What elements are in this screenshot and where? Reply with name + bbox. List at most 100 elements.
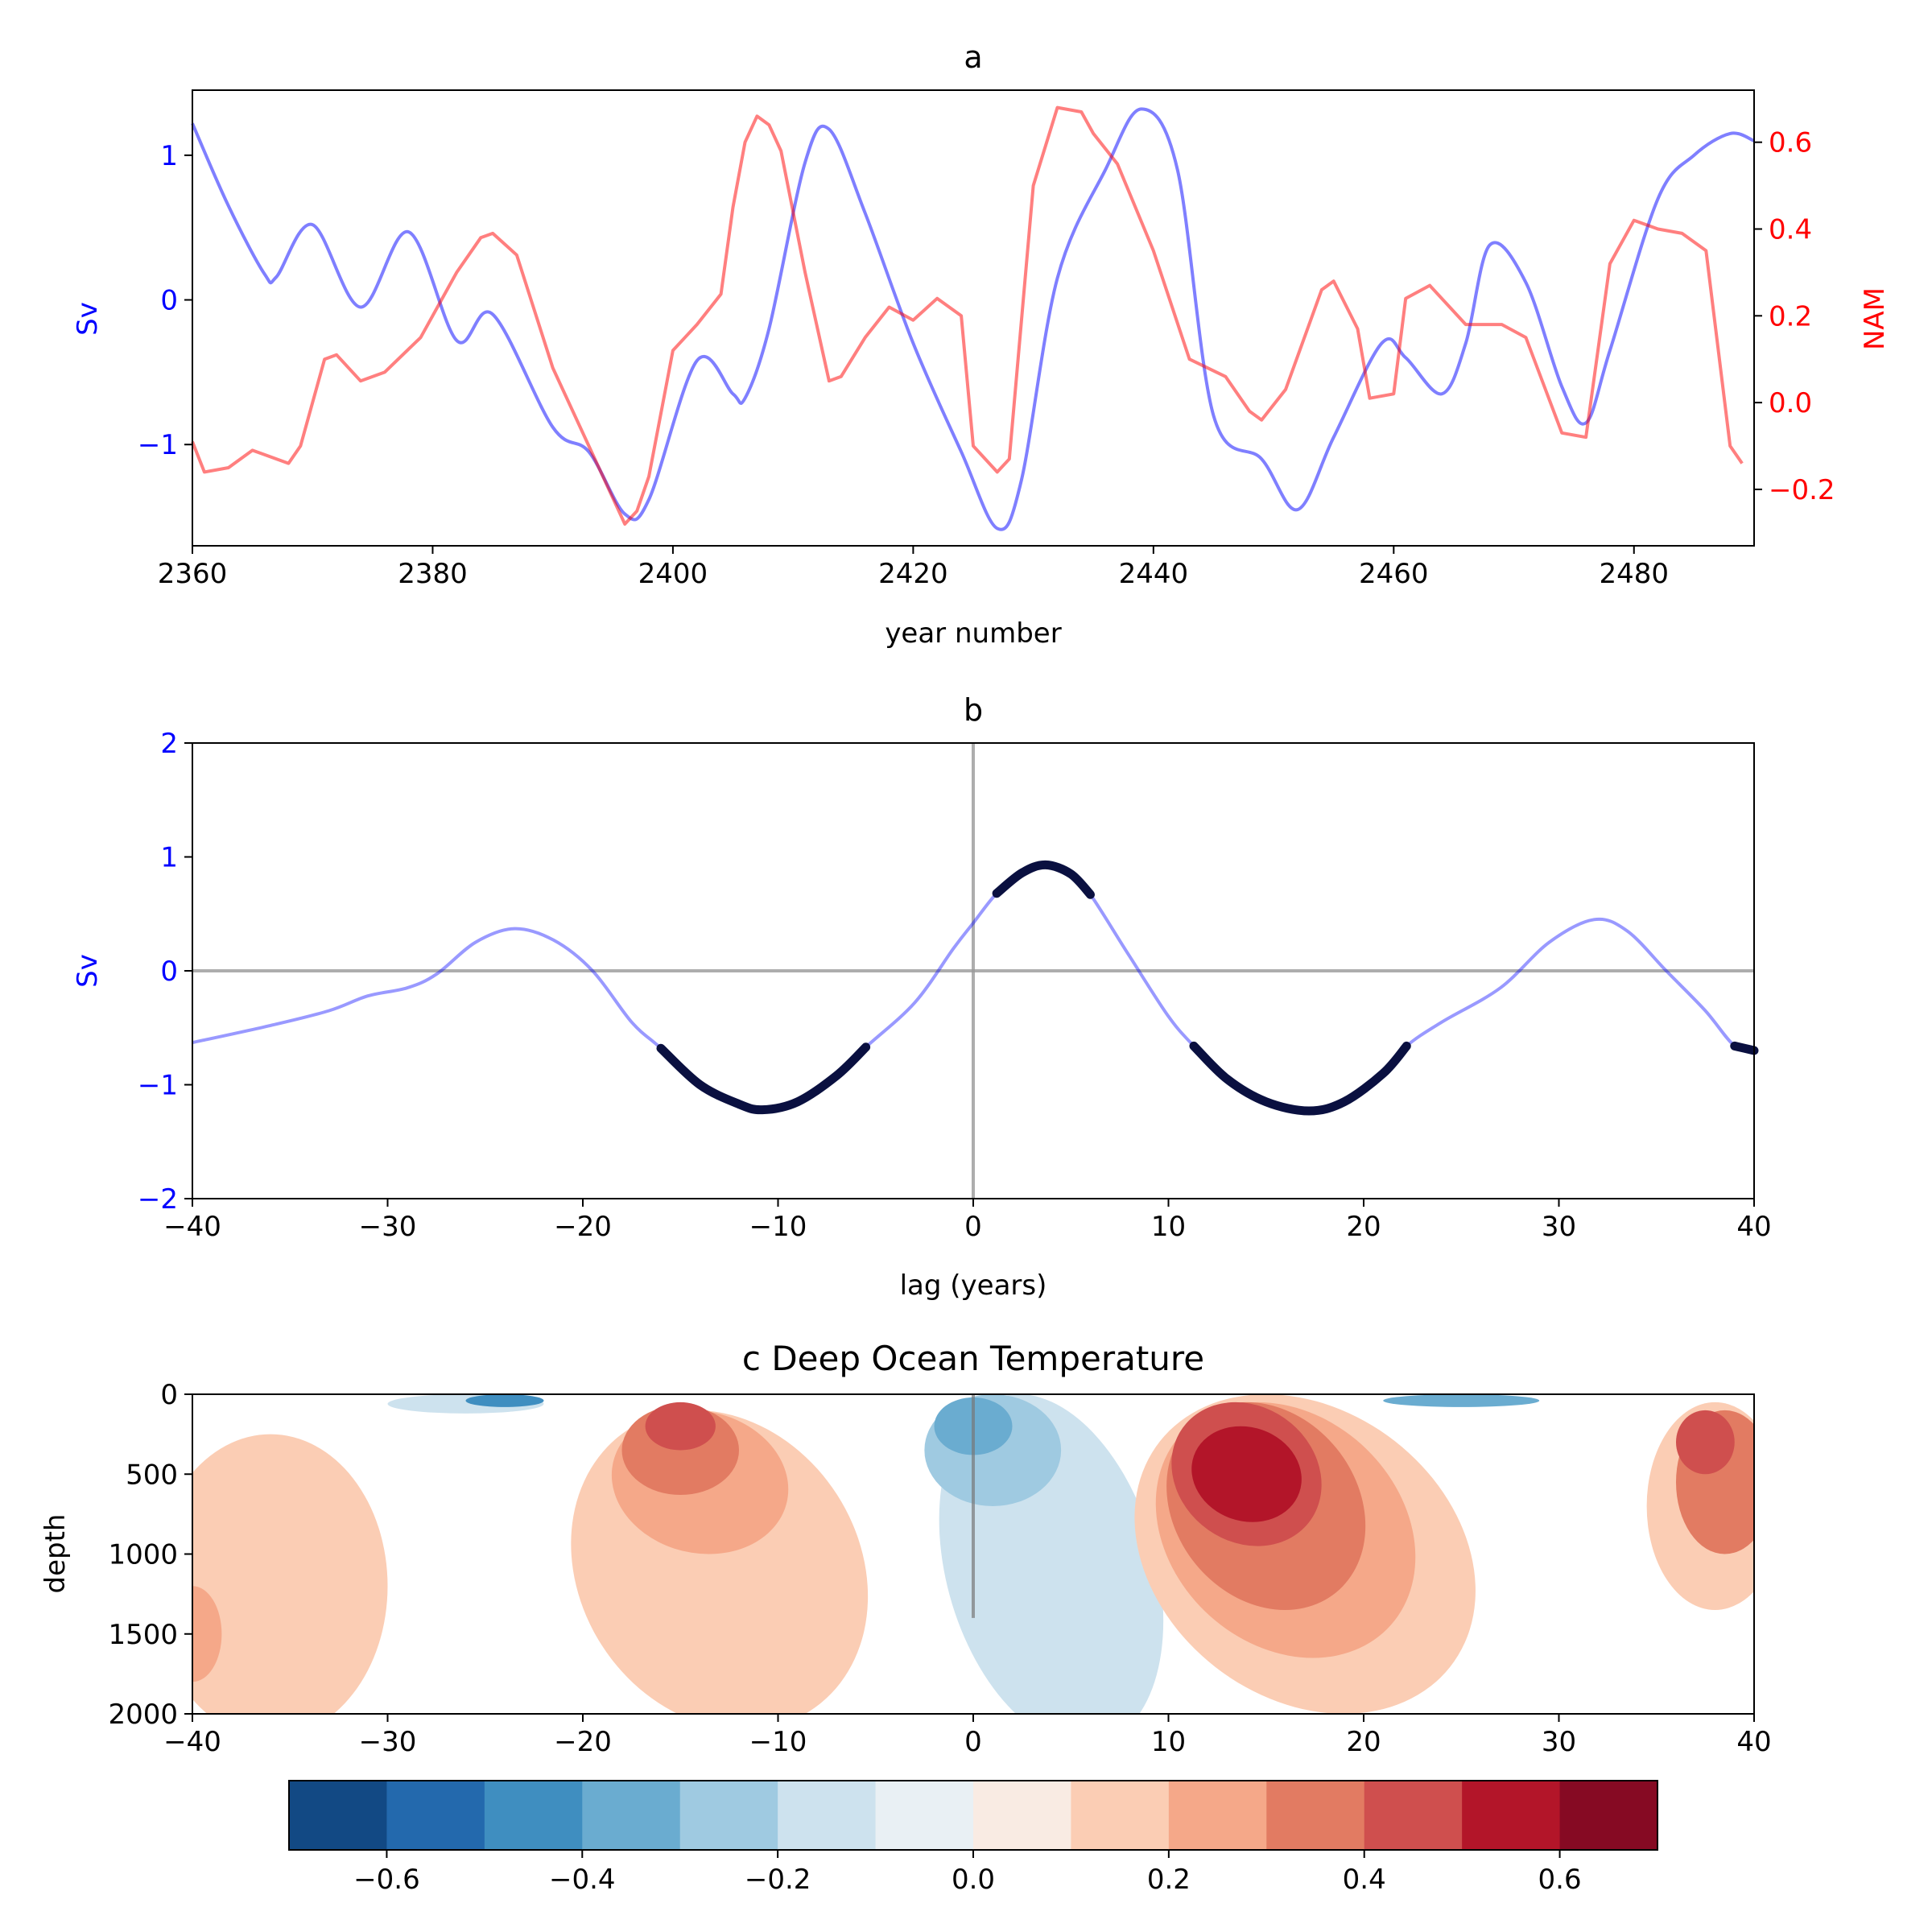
x-tick-label: 2460 <box>1359 558 1429 590</box>
colorbar-swatch <box>289 1781 387 1850</box>
y-tick-label-right: 0.4 <box>1769 213 1812 246</box>
panel-b-x-label: lag (years) <box>900 1269 1047 1302</box>
colorbar-swatch <box>973 1781 1071 1850</box>
colorbar-tick-label: 0.2 <box>1147 1864 1191 1896</box>
x-tick-label: 20 <box>1346 1211 1381 1243</box>
panel-a-frame <box>192 89 1755 547</box>
x-tick-label: −10 <box>749 1726 807 1758</box>
warm-anomaly <box>1191 1426 1302 1522</box>
y-tick-label-right: −0.2 <box>1769 474 1835 506</box>
panel-a-y-label-right: NAM <box>1859 287 1891 350</box>
cold-anomaly <box>1383 1394 1540 1407</box>
y-tick-label-right: 0.0 <box>1769 387 1812 419</box>
panel-b-y-ticks: −2 −1 0 1 2 <box>138 728 192 1216</box>
x-tick-label: −40 <box>163 1726 221 1758</box>
panel-c-y-label: depth <box>39 1514 72 1594</box>
panel-c: c Deep Ocean Temperature −40 −30 −20 −10 0 10… <box>39 1339 1772 1896</box>
cold-anomaly <box>465 1394 544 1407</box>
panel-c-y-ticks: 0 500 1000 1500 2000 <box>108 1379 192 1731</box>
x-tick-label: −20 <box>554 1726 612 1758</box>
colorbar-swatch <box>1266 1781 1365 1850</box>
panel-a-y-ticks-right: −0.2 0.0 0.2 0.4 0.6 <box>1754 127 1835 506</box>
panel-a: a 2360 2380 2400 2420 2440 2460 2480 −1 0 1 −0.2… <box>72 39 1891 650</box>
series-nam-line <box>191 105 1744 526</box>
y-tick-label-left: 1 <box>160 140 178 172</box>
panel-b-plot-area <box>192 743 1759 1199</box>
panel-a-title: a <box>964 39 982 75</box>
panel-b-y-label: Sv <box>72 954 104 988</box>
y-tick-label: 1 <box>160 842 178 874</box>
y-tick-label: 500 <box>126 1459 178 1491</box>
colorbar-swatch <box>1462 1781 1561 1850</box>
colorbar-swatch <box>679 1781 778 1850</box>
x-tick-label: 2380 <box>398 558 468 590</box>
x-tick-label: −30 <box>359 1726 417 1758</box>
colorbar-swatch <box>778 1781 877 1850</box>
panel-a-y-label-left: Sv <box>72 302 104 336</box>
y-tick-label: −2 <box>138 1183 178 1216</box>
x-tick-label: 0 <box>964 1726 982 1758</box>
warm-anomaly <box>192 1586 222 1682</box>
y-tick-label: 2 <box>160 728 178 760</box>
y-tick-label: 2000 <box>108 1699 178 1731</box>
panel-b-x-ticks: −40 −30 −20 −10 0 10 20 30 40 <box>163 1199 1772 1243</box>
y-tick-label: 0 <box>160 1379 178 1411</box>
x-tick-label: 10 <box>1151 1726 1186 1758</box>
x-tick-label: −40 <box>163 1211 221 1243</box>
panel-a-y-ticks-left: −1 0 1 <box>138 140 192 461</box>
panel-b-title: b <box>964 692 983 728</box>
y-tick-label-right: 0.6 <box>1769 127 1812 159</box>
x-tick-label: 40 <box>1736 1726 1771 1758</box>
colorbar-ticks: −0.6 −0.4 −0.2 0.0 0.2 0.4 0.6 <box>353 1850 1582 1896</box>
significant-segment <box>1730 1041 1759 1055</box>
colorbar-swatch <box>1559 1781 1658 1850</box>
colorbar-tick-label: 0.0 <box>952 1864 995 1896</box>
x-tick-label: −30 <box>359 1211 417 1243</box>
colorbar-swatch <box>386 1781 485 1850</box>
colorbar-tick-label: 0.6 <box>1538 1864 1582 1896</box>
x-tick-label: 0 <box>964 1211 982 1243</box>
colorbar-swatch <box>1168 1781 1267 1850</box>
series-sv-line <box>191 107 1755 531</box>
colorbar-swatch <box>1071 1781 1170 1850</box>
colorbar-tick-label: −0.4 <box>549 1864 616 1896</box>
y-tick-label-right: 0.2 <box>1769 300 1812 332</box>
panel-a-plot-area <box>191 105 1755 531</box>
x-tick-label: 30 <box>1542 1726 1576 1758</box>
x-tick-label: −20 <box>554 1211 612 1243</box>
x-tick-label: 2400 <box>638 558 708 590</box>
y-tick-label-left: 0 <box>160 285 178 317</box>
warm-anomaly <box>192 1434 388 1714</box>
colorbar-tick-label: −0.6 <box>353 1864 420 1896</box>
panel-c-title: c Deep Ocean Temperature <box>742 1339 1204 1378</box>
x-tick-label: 40 <box>1736 1211 1771 1243</box>
significant-segment <box>1189 1041 1411 1116</box>
significant-segment <box>656 1042 871 1115</box>
y-tick-label: −1 <box>138 1070 178 1102</box>
colorbar <box>288 1780 1658 1851</box>
y-tick-label-left: −1 <box>138 429 178 461</box>
x-tick-label: 20 <box>1346 1726 1381 1758</box>
y-tick-label: 1000 <box>108 1539 178 1571</box>
colorbar-swatch <box>582 1781 681 1850</box>
panel-a-x-label: year number <box>885 617 1061 650</box>
x-tick-label: 2480 <box>1600 558 1670 590</box>
panel-c-heatmap <box>192 1394 1754 1714</box>
x-tick-label: 10 <box>1151 1211 1186 1243</box>
warm-anomaly <box>1676 1410 1735 1475</box>
colorbar-tick-label: −0.2 <box>745 1864 811 1896</box>
colorbar-swatch <box>1364 1781 1463 1850</box>
x-tick-label: 2360 <box>158 558 228 590</box>
x-tick-label: 2420 <box>878 558 948 590</box>
panel-c-x-ticks: −40 −30 −20 −10 0 10 20 30 40 <box>163 1714 1772 1758</box>
colorbar-swatch <box>875 1781 974 1850</box>
y-tick-label: 0 <box>160 956 178 988</box>
y-tick-label: 1500 <box>108 1619 178 1651</box>
significant-segment <box>992 860 1095 899</box>
colorbar-swatch <box>484 1781 583 1850</box>
x-tick-label: −10 <box>749 1211 807 1243</box>
colorbar-tick-label: 0.4 <box>1343 1864 1386 1896</box>
x-tick-label: 2440 <box>1119 558 1189 590</box>
